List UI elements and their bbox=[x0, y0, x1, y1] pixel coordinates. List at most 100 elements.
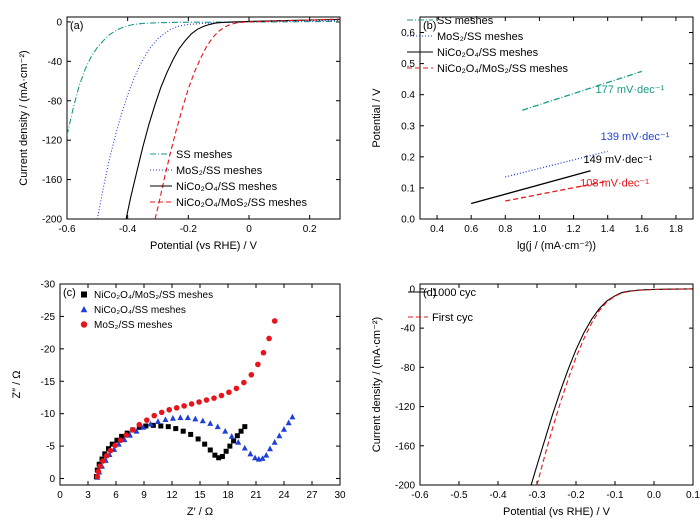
panel-d: -0.6 -0.5 -0.4 -0.3 -0.2 -0.1 0.0 0.1 0 -40 -80 -12… bbox=[371, 283, 700, 518]
data-point-circle bbox=[166, 406, 172, 413]
x-tick-label: 27 bbox=[306, 490, 318, 501]
x-tick-label: 1.0 bbox=[532, 224, 546, 235]
plot-frame bbox=[66, 16, 341, 220]
data-point-triangle bbox=[140, 424, 147, 430]
series-line bbox=[125, 18, 340, 219]
y-tick-label: -15 bbox=[41, 377, 56, 388]
y-tick-label: -120 bbox=[395, 402, 415, 413]
y-tick-label: -5 bbox=[46, 442, 55, 453]
data-point-square bbox=[165, 424, 171, 430]
x-tick-label: 21 bbox=[250, 490, 262, 501]
data-point-triangle bbox=[162, 416, 169, 423]
data-point-circle bbox=[158, 409, 165, 416]
plot-frame bbox=[419, 16, 694, 220]
y-tick-label: -25 bbox=[41, 312, 56, 323]
data-point-triangle bbox=[247, 450, 254, 457]
data-point-circle bbox=[94, 473, 101, 480]
series-line bbox=[530, 288, 693, 485]
x-tick-label: 0.8 bbox=[498, 224, 512, 235]
panel-label: (d) bbox=[423, 287, 436, 299]
data-point-triangle bbox=[276, 432, 283, 439]
data-point-square bbox=[238, 428, 244, 434]
slope-annotation: 139 mV·dec⁻¹ bbox=[601, 131, 670, 143]
data-point-square bbox=[109, 441, 115, 447]
data-point-circle bbox=[233, 385, 240, 392]
y-tick-label: -40 bbox=[48, 57, 63, 68]
legend-label: SS meshes bbox=[176, 149, 233, 161]
y-tick-label: -200 bbox=[42, 215, 62, 226]
data-point-triangle bbox=[199, 417, 206, 424]
x-tick-label: -0.6 bbox=[58, 224, 76, 235]
panel-label: (a) bbox=[70, 20, 83, 32]
data-point-square bbox=[195, 436, 201, 442]
x-tick-label: 12 bbox=[166, 490, 178, 501]
data-point-triangle bbox=[271, 439, 278, 445]
data-point-square bbox=[173, 426, 179, 432]
data-point-circle bbox=[188, 401, 195, 407]
data-point-square bbox=[150, 422, 156, 428]
y-tick-label: 0.5 bbox=[401, 59, 415, 70]
data-point-triangle bbox=[207, 420, 214, 426]
series-line bbox=[67, 20, 340, 136]
legend-label: NiCo₂O₄/SS meshes bbox=[94, 305, 186, 316]
legend-marker-square bbox=[81, 291, 87, 298]
legend: NiCo₂O₄/MoS₂/SS meshes NiCo₂O₄/SS meshes M… bbox=[80, 290, 213, 331]
data-point-triangle bbox=[222, 427, 229, 434]
data-point-triangle bbox=[169, 415, 176, 421]
data-point-circle bbox=[107, 447, 114, 454]
y-tick-label: -120 bbox=[42, 136, 62, 147]
data-point-square bbox=[143, 423, 149, 429]
data-layer bbox=[471, 70, 643, 205]
series-line bbox=[505, 180, 608, 202]
x-tick-label: -0.2 bbox=[180, 224, 198, 235]
data-point-circle bbox=[218, 392, 225, 399]
data-point-triangle bbox=[214, 423, 221, 430]
x-tick-label: 15 bbox=[194, 490, 206, 501]
data-point-circle bbox=[100, 458, 106, 464]
data-layer bbox=[530, 288, 693, 485]
data-point-triangle bbox=[228, 433, 235, 439]
data-point-circle bbox=[112, 442, 118, 449]
x-tick-label: 1.4 bbox=[601, 224, 615, 235]
y-tick-label: 0 bbox=[49, 474, 55, 485]
data-point-circle bbox=[181, 403, 187, 409]
legend-label: NiCo₂O₄/SS meshes bbox=[437, 47, 539, 59]
y-tick-label: 0.1 bbox=[401, 183, 415, 194]
data-point-square bbox=[242, 424, 248, 430]
panel-a: -0.6 -0.4 -0.2 0 0.2 0 -40 -80 -120 -160 -200 Poten… bbox=[18, 16, 341, 252]
data-point-triangle bbox=[147, 420, 154, 427]
series-line bbox=[505, 150, 608, 178]
data-point-circle bbox=[266, 335, 272, 342]
y-tick-label: 0.4 bbox=[401, 90, 415, 101]
x-tick-label: 0 bbox=[246, 224, 252, 235]
y-axis-title: Current density / (mA·cm⁻²) bbox=[371, 317, 383, 452]
y-tick-label: 0.3 bbox=[401, 121, 415, 132]
data-point-triangle bbox=[177, 414, 184, 421]
data-point-square bbox=[219, 453, 225, 459]
x-tick-label: 0.4 bbox=[430, 224, 444, 235]
data-point-circle bbox=[144, 417, 150, 423]
data-point-square bbox=[202, 441, 208, 447]
x-tick-label: 24 bbox=[278, 490, 290, 501]
legend-label: MoS₂/SS meshes bbox=[176, 165, 263, 177]
y-axis-title: Z″ / Ω bbox=[11, 370, 23, 398]
x-tick-label: 9 bbox=[141, 490, 147, 501]
data-point-circle bbox=[248, 371, 255, 378]
data-point-circle bbox=[97, 463, 103, 469]
slope-annotation: 108 mV·dec⁻¹ bbox=[580, 177, 649, 189]
x-tick-label: -0.2 bbox=[567, 490, 585, 501]
data-point-circle bbox=[203, 397, 210, 403]
data-point-triangle bbox=[285, 419, 292, 426]
y-tick-label: -80 bbox=[48, 96, 63, 107]
data-point-circle bbox=[211, 395, 217, 401]
data-point-triangle bbox=[259, 455, 266, 461]
data-point-circle bbox=[117, 437, 124, 444]
x-tick-label: -0.6 bbox=[411, 490, 429, 501]
series-line bbox=[522, 70, 643, 111]
y-tick-label: -200 bbox=[395, 481, 415, 492]
data-point-square bbox=[212, 452, 218, 458]
x-tick-label: -0.3 bbox=[528, 490, 546, 501]
data-point-square bbox=[223, 448, 229, 454]
panel-label: (c) bbox=[63, 287, 76, 299]
data-point-triangle bbox=[133, 427, 140, 434]
